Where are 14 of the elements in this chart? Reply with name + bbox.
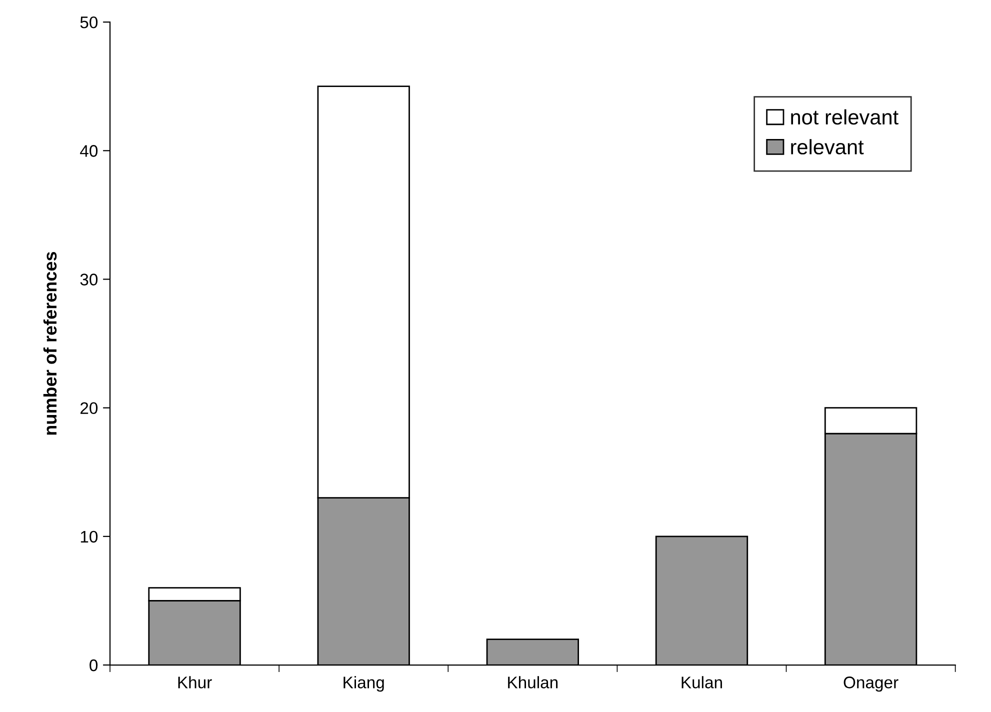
x-tick-label: Kulan xyxy=(682,676,722,688)
y-tick-label: 40 xyxy=(80,145,98,157)
x-tick-label: Khur xyxy=(178,676,212,688)
x-tick-label: Kiang xyxy=(344,676,384,692)
legend-label: relevant xyxy=(791,139,864,154)
y-tick-label: 50 xyxy=(80,16,98,28)
y-axis-title: number of references xyxy=(43,252,57,435)
x-tick-label: Khulan xyxy=(508,676,558,688)
legend-label: not relevant xyxy=(791,109,898,125)
y-tick-label: 0 xyxy=(90,659,98,672)
y-tick-label: 20 xyxy=(80,402,98,414)
y-tick-label: 30 xyxy=(80,274,98,286)
y-tick-label: 10 xyxy=(80,530,98,543)
x-tick-label: Onager xyxy=(844,676,898,692)
